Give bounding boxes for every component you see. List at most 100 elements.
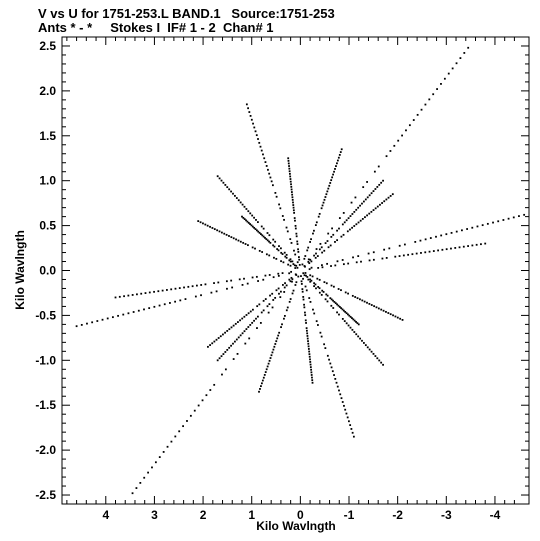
uv-point bbox=[268, 240, 270, 243]
uv-point bbox=[340, 289, 342, 292]
uv-point bbox=[322, 291, 325, 293]
uv-point bbox=[290, 183, 292, 186]
uv-point bbox=[230, 236, 233, 239]
uv-point bbox=[345, 219, 348, 222]
uv-point bbox=[258, 141, 261, 144]
uv-point bbox=[398, 244, 401, 247]
uv-point bbox=[294, 224, 297, 227]
uv-point bbox=[309, 241, 311, 243]
uv-point bbox=[313, 254, 315, 257]
uv-point bbox=[364, 216, 366, 219]
uv-point bbox=[237, 336, 240, 339]
uv-point bbox=[334, 264, 337, 267]
uv-point bbox=[262, 309, 265, 312]
uv-point bbox=[296, 261, 299, 264]
uv-point bbox=[437, 249, 440, 252]
uv-point bbox=[285, 253, 288, 256]
uv-point bbox=[213, 340, 216, 343]
uv-point bbox=[361, 339, 363, 342]
uv-point bbox=[467, 46, 470, 49]
uv-point bbox=[366, 301, 368, 304]
uv-point bbox=[272, 299, 275, 301]
uv-point bbox=[235, 197, 238, 199]
uv-point bbox=[389, 313, 392, 316]
uv-point bbox=[265, 253, 268, 256]
uv-point bbox=[197, 404, 200, 407]
uv-point bbox=[432, 250, 435, 252]
uv-point bbox=[137, 309, 140, 312]
uv-point bbox=[276, 248, 279, 250]
uv-point bbox=[216, 229, 219, 232]
uv-point bbox=[385, 310, 387, 313]
uv-point bbox=[411, 253, 414, 256]
uv-point bbox=[269, 241, 272, 244]
uv-point bbox=[262, 153, 264, 156]
uv-point bbox=[382, 309, 385, 312]
uv-point bbox=[279, 207, 282, 210]
uv-point bbox=[144, 292, 147, 294]
uv-point bbox=[389, 150, 392, 152]
uv-point bbox=[383, 248, 386, 251]
uv-point bbox=[336, 239, 339, 242]
uv-point bbox=[373, 170, 376, 173]
uv-point bbox=[401, 318, 404, 321]
axis-ticks: 4 3 2 1 0 -1 -2 -3 -4 2.5 2.0 1.5 1.0 0.5 0.0 -0.5 -1.0 -… bbox=[35, 37, 529, 522]
uv-point bbox=[387, 196, 390, 199]
uv-point bbox=[132, 311, 135, 313]
uv-point bbox=[305, 274, 307, 277]
uv-point bbox=[405, 129, 407, 132]
uv-point bbox=[271, 184, 274, 187]
uv-point bbox=[311, 275, 314, 278]
uv-point bbox=[492, 221, 494, 224]
uv-point bbox=[269, 357, 272, 359]
uv-point bbox=[311, 379, 314, 382]
uv-point bbox=[157, 290, 160, 293]
uv-point bbox=[274, 343, 277, 345]
uv-point bbox=[380, 181, 383, 184]
uv-point bbox=[279, 296, 282, 299]
uv-point bbox=[131, 492, 134, 495]
uv-point bbox=[205, 394, 208, 397]
uv-point bbox=[322, 201, 325, 204]
uv-point bbox=[336, 385, 339, 388]
uv-point bbox=[243, 330, 246, 333]
uv-point bbox=[326, 262, 329, 265]
uv-point bbox=[332, 285, 335, 288]
uv-point bbox=[292, 206, 295, 209]
uv-point bbox=[392, 314, 394, 317]
uv-point bbox=[353, 331, 356, 333]
uv-point bbox=[174, 300, 177, 303]
uv-point bbox=[239, 240, 242, 243]
uv-point bbox=[294, 227, 297, 230]
uv-point bbox=[217, 337, 220, 339]
uv-point bbox=[463, 52, 466, 54]
uv-point bbox=[440, 83, 442, 85]
uv-point bbox=[336, 303, 338, 306]
uv-point bbox=[393, 144, 396, 147]
uv-point bbox=[356, 322, 359, 325]
uv-point bbox=[140, 292, 143, 295]
uv-point bbox=[293, 249, 295, 252]
uv-point bbox=[428, 250, 431, 253]
uv-point bbox=[359, 204, 361, 207]
uv-point bbox=[304, 255, 307, 257]
uv-point bbox=[281, 215, 284, 217]
uv-point bbox=[225, 233, 228, 236]
uv-point bbox=[377, 165, 380, 168]
uv-point bbox=[408, 124, 411, 127]
uv-point bbox=[288, 167, 291, 170]
uv-point bbox=[325, 282, 328, 285]
uv-point bbox=[307, 342, 310, 345]
uv-point bbox=[315, 252, 317, 255]
uv-point bbox=[296, 266, 299, 269]
uv-point bbox=[249, 212, 252, 215]
uv-point bbox=[351, 317, 353, 320]
uv-point bbox=[101, 318, 104, 321]
uv-point bbox=[402, 254, 405, 257]
uv-point bbox=[295, 274, 298, 276]
uv-point bbox=[303, 257, 306, 260]
uv-point bbox=[347, 313, 349, 316]
uv-point bbox=[139, 482, 142, 484]
y-tick-label: 2.5 bbox=[39, 39, 56, 53]
uv-point bbox=[151, 466, 153, 469]
